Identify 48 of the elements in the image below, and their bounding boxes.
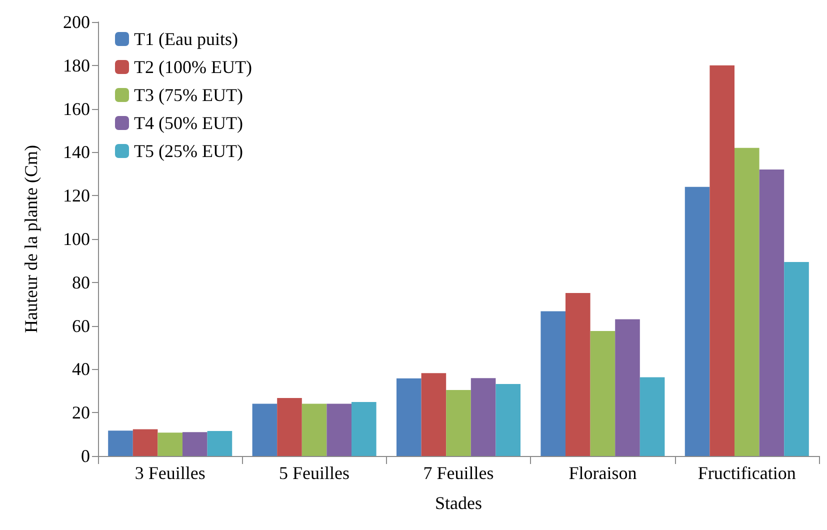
bar <box>640 377 665 456</box>
bar <box>108 430 133 456</box>
y-tick-label: 200 <box>63 12 90 32</box>
bar <box>784 262 809 456</box>
legend-label: T4 (50% EUT) <box>134 113 243 133</box>
y-tick-label: 120 <box>63 186 90 206</box>
bar <box>207 431 232 456</box>
legend-label: T2 (100% EUT) <box>134 57 252 77</box>
y-tick-label: 40 <box>72 359 90 380</box>
legend-label: T3 (75% EUT) <box>134 85 243 105</box>
y-tick-label: 80 <box>72 272 90 292</box>
legend-label: T1 (Eau puits) <box>134 29 238 49</box>
y-tick-label: 140 <box>63 142 90 162</box>
x-tick-label: Fructification <box>698 463 796 483</box>
bar <box>565 293 590 456</box>
bar <box>734 148 760 456</box>
bar <box>252 404 278 456</box>
bar <box>302 404 327 456</box>
bar <box>277 398 302 456</box>
bar <box>326 404 352 456</box>
x-tick-label: 3 Feuilles <box>134 463 206 483</box>
bar <box>421 373 446 456</box>
bar <box>132 429 158 456</box>
y-tick-label: 180 <box>63 55 90 76</box>
bar <box>158 432 182 456</box>
bar <box>470 378 496 456</box>
bar <box>710 65 734 456</box>
legend-label: T5 (25% EUT) <box>134 141 243 161</box>
bar <box>759 170 784 456</box>
y-tick-label: 160 <box>63 98 90 119</box>
x-tick-label: Floraison <box>568 463 637 483</box>
bar <box>446 390 471 456</box>
bar <box>615 319 640 456</box>
x-tick-label: 7 Feuilles <box>423 463 494 483</box>
bar <box>684 186 710 456</box>
x-axis-title: Stades <box>435 493 482 513</box>
y-tick-label: 100 <box>63 229 90 249</box>
bar <box>352 402 376 456</box>
y-tick-label: 0 <box>81 446 90 466</box>
bar <box>590 331 616 456</box>
bar <box>396 378 422 456</box>
bar <box>540 311 566 456</box>
y-tick-label: 20 <box>72 402 90 423</box>
y-axis-title: Hauteur de la plante (Cm) <box>21 145 41 333</box>
y-tick-label: 60 <box>72 316 90 336</box>
x-tick-label: 5 Feuilles <box>279 463 350 483</box>
bar <box>496 384 521 456</box>
bar <box>182 432 208 456</box>
